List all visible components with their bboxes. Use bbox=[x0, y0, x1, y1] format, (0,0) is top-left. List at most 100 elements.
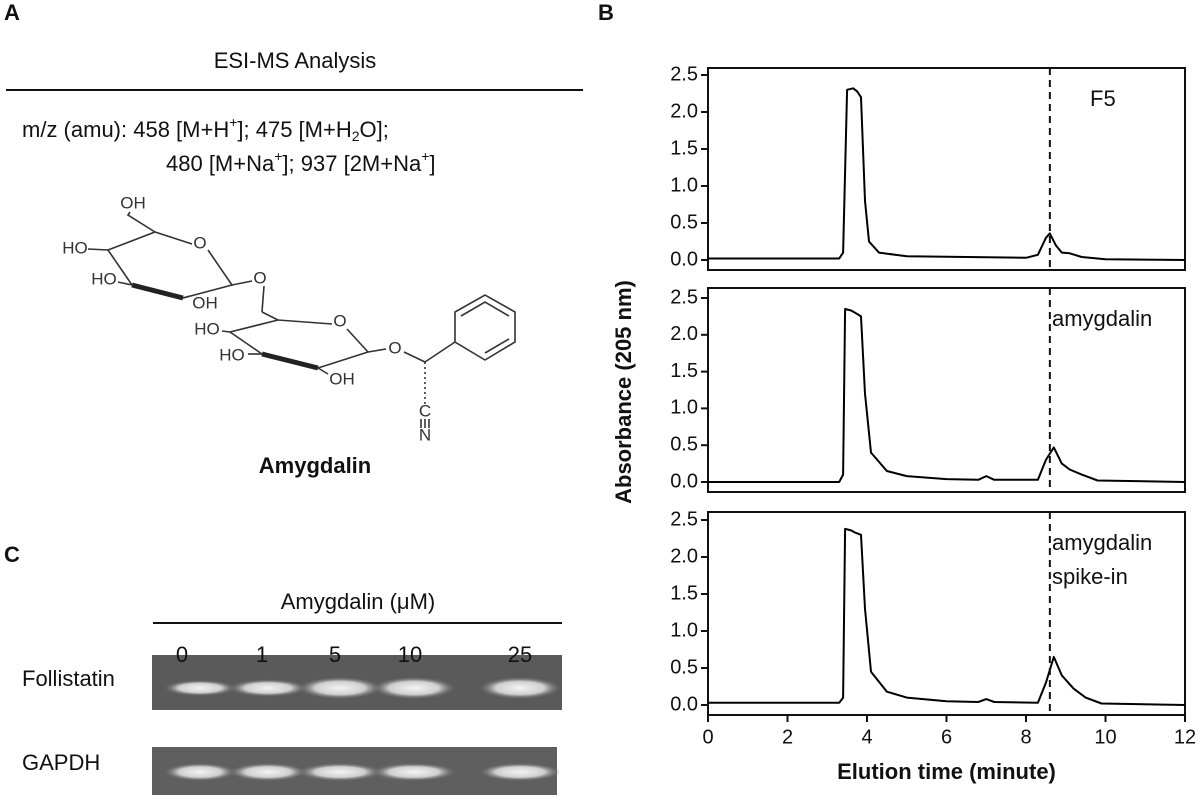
x-tick-label: 0 bbox=[702, 726, 713, 748]
y-tick-label: 0.5 bbox=[670, 211, 698, 233]
y-tick-label: 1.5 bbox=[670, 360, 698, 382]
atom: HO bbox=[194, 319, 220, 338]
panel-letter: C bbox=[4, 542, 20, 567]
x-tick-label: 2 bbox=[782, 726, 793, 748]
bond bbox=[126, 211, 156, 233]
y-tick-label: 0.0 bbox=[670, 693, 698, 715]
gel-lanes bbox=[164, 677, 561, 781]
bond bbox=[221, 330, 231, 333]
x-axis-label: Elution time (minute) bbox=[837, 759, 1056, 784]
bond bbox=[182, 249, 234, 299]
lane-label: 1 bbox=[256, 642, 268, 667]
atom: O bbox=[253, 268, 266, 287]
y-tick-label: 0.0 bbox=[670, 470, 698, 492]
ms-sup: + bbox=[421, 148, 429, 164]
y-tick-label: 1.0 bbox=[670, 397, 698, 419]
benzene-double bbox=[460, 301, 510, 317]
lane-label: 5 bbox=[329, 642, 341, 667]
atom: OH bbox=[120, 193, 146, 212]
ms-line: 480 [M+Na+]; 937 [2M+Na+] bbox=[166, 148, 436, 176]
band bbox=[372, 677, 456, 699]
band bbox=[298, 763, 382, 781]
bond bbox=[317, 328, 370, 369]
compound-name: Amygdalin bbox=[259, 453, 371, 478]
x-tick-label: 4 bbox=[861, 726, 872, 748]
band bbox=[229, 763, 307, 781]
lane-label: 10 bbox=[398, 642, 422, 667]
bond bbox=[182, 295, 191, 299]
trace bbox=[708, 87, 1186, 261]
annotation: F5 bbox=[1090, 86, 1116, 111]
bond bbox=[231, 280, 253, 286]
row-label: Follistatin bbox=[22, 666, 115, 691]
bond bbox=[87, 248, 109, 251]
bond bbox=[367, 348, 387, 353]
bold-bond bbox=[131, 282, 184, 301]
atom: HO bbox=[91, 269, 117, 288]
atom: OH bbox=[329, 369, 355, 388]
trace bbox=[708, 308, 1186, 483]
plot-frame bbox=[707, 287, 1186, 493]
bond bbox=[107, 231, 193, 251]
atom: N bbox=[419, 425, 431, 444]
atom: HO bbox=[219, 345, 245, 364]
lane-label: 25 bbox=[508, 642, 532, 667]
panel-letter: A bbox=[4, 0, 20, 25]
y-tick-label: 1.5 bbox=[670, 582, 698, 604]
benzene-double bbox=[484, 338, 510, 354]
band bbox=[164, 763, 236, 781]
ms-sup: + bbox=[229, 114, 237, 130]
ms-part: ]; 937 [2M+Na bbox=[282, 151, 422, 176]
ms-sup: + bbox=[274, 148, 282, 164]
ms-part: ] bbox=[429, 151, 435, 176]
atom: HO bbox=[62, 238, 88, 257]
y-tick-label: 0.0 bbox=[670, 248, 698, 270]
y-tick-label: 2.5 bbox=[670, 508, 698, 530]
structure: OH HO HO OH O O HO HO OH O O C N bbox=[62, 193, 516, 444]
y-tick-label: 2.0 bbox=[670, 545, 698, 567]
bond bbox=[261, 311, 279, 321]
y-tick-label: 2.0 bbox=[670, 100, 698, 122]
band bbox=[479, 677, 561, 699]
lane-label: 0 bbox=[176, 642, 188, 667]
atom: OH bbox=[192, 293, 218, 312]
bond bbox=[117, 281, 133, 286]
panel-letter: B bbox=[598, 0, 614, 25]
band bbox=[372, 763, 456, 781]
bond bbox=[261, 285, 265, 313]
y-tick-label: 1.5 bbox=[670, 137, 698, 159]
x-tick-label: 8 bbox=[1020, 726, 1031, 748]
bond bbox=[107, 249, 133, 286]
trace bbox=[708, 527, 1186, 706]
ms-part: m/z (amu): 458 [M+H bbox=[22, 117, 229, 142]
y-tick-label: 0.5 bbox=[670, 656, 698, 678]
atom: O bbox=[388, 338, 401, 357]
gel-header: Amygdalin (μM) bbox=[281, 589, 435, 614]
annotation: amygdalin bbox=[1052, 530, 1152, 555]
bond bbox=[229, 331, 263, 355]
annotation: amygdalin bbox=[1052, 306, 1152, 331]
ms-part: O]; bbox=[360, 117, 389, 142]
x-tick-label: 10 bbox=[1094, 726, 1116, 748]
ms-part: ]; 475 [M+H bbox=[237, 117, 351, 142]
bond bbox=[317, 367, 329, 375]
y-tick-label: 2.5 bbox=[670, 286, 698, 308]
atom: O bbox=[193, 233, 206, 252]
ms-line: m/z (amu): 458 [M+H+]; 475 [M+H2O]; bbox=[22, 114, 389, 144]
y-tick-label: 2.5 bbox=[670, 63, 698, 85]
atom: C bbox=[419, 401, 431, 420]
ms-sub: 2 bbox=[352, 128, 360, 144]
band bbox=[479, 763, 561, 781]
x-tick-label: 6 bbox=[941, 726, 952, 748]
plot-frame bbox=[707, 67, 1186, 271]
benzene bbox=[454, 294, 516, 361]
bond bbox=[424, 341, 456, 363]
bond bbox=[229, 319, 333, 333]
band bbox=[298, 677, 382, 699]
y-tick-label: 1.0 bbox=[670, 619, 698, 641]
y-tick-label: 2.0 bbox=[670, 323, 698, 345]
band bbox=[229, 679, 307, 697]
ms-title: ESI-MS Analysis bbox=[214, 48, 377, 73]
x-tick-label: 12 bbox=[1174, 726, 1196, 748]
